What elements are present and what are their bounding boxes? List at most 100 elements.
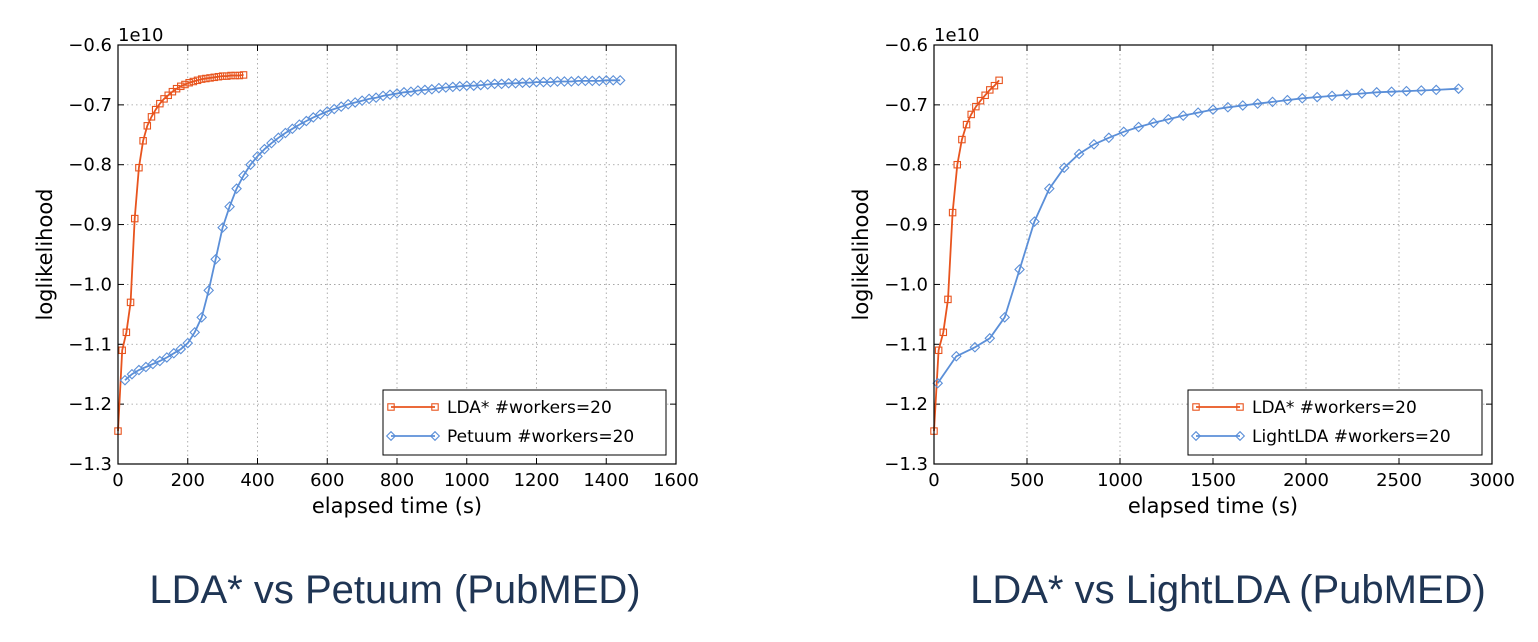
legend-box bbox=[1187, 389, 1483, 456]
data-point bbox=[154, 355, 166, 367]
y-axis-label: loglikelihood bbox=[849, 188, 873, 320]
data-point bbox=[1073, 148, 1085, 160]
series-1 bbox=[119, 74, 626, 386]
data-point bbox=[1311, 91, 1323, 103]
data-point bbox=[1356, 88, 1368, 99]
data-point bbox=[189, 326, 201, 338]
x-tick-label: 400 bbox=[240, 470, 274, 491]
data-point bbox=[126, 298, 135, 307]
data-point bbox=[1133, 121, 1144, 133]
data-point bbox=[552, 76, 563, 87]
data-point bbox=[197, 75, 206, 83]
data-point bbox=[962, 120, 971, 129]
data-point bbox=[182, 337, 194, 349]
data-point bbox=[177, 82, 185, 91]
data-point bbox=[293, 119, 305, 130]
y-tick-label: −1.3 bbox=[884, 454, 928, 475]
data-point bbox=[151, 105, 160, 114]
data-point bbox=[189, 77, 198, 86]
data-point bbox=[1401, 85, 1412, 97]
data-point bbox=[958, 135, 966, 144]
x-axis-label: elapsed time (s) bbox=[1128, 494, 1298, 518]
data-point bbox=[203, 285, 215, 296]
data-point bbox=[531, 76, 542, 88]
data-point bbox=[172, 84, 181, 93]
legend-swatch-marker bbox=[431, 403, 439, 411]
y-axis-label: loglikelihood bbox=[33, 188, 57, 320]
y-tick-label: −1.0 bbox=[68, 274, 112, 295]
data-point bbox=[217, 222, 228, 233]
x-tick-label: 0 bbox=[112, 470, 123, 491]
data-point bbox=[1029, 216, 1040, 227]
data-point bbox=[280, 127, 291, 139]
data-point bbox=[607, 74, 619, 86]
data-point bbox=[579, 75, 591, 87]
x-tick-label: 2000 bbox=[1283, 470, 1329, 491]
legend-entry-label: LightLDA #workers=20 bbox=[1252, 427, 1451, 447]
data-point bbox=[950, 350, 962, 362]
data-point bbox=[1341, 89, 1353, 101]
data-point bbox=[193, 76, 202, 85]
x-tick-label: 1000 bbox=[444, 470, 490, 491]
x-tick-label: 1000 bbox=[1097, 470, 1143, 491]
data-point bbox=[572, 75, 584, 87]
x-tick-label: 800 bbox=[380, 470, 414, 491]
data-point bbox=[944, 295, 952, 304]
series-line bbox=[933, 79, 1000, 432]
chart-caption: LDA* vs LightLDA (PubMED) bbox=[970, 568, 1486, 612]
legend-entry-label: LDA* #workers=20 bbox=[1252, 398, 1417, 418]
x-tick-label: 2500 bbox=[1376, 470, 1422, 491]
data-point bbox=[139, 137, 147, 145]
data-point bbox=[1088, 138, 1100, 150]
y-tick-label: −0.9 bbox=[884, 215, 928, 236]
x-tick-label: 200 bbox=[171, 470, 205, 491]
data-point bbox=[210, 73, 219, 82]
data-point bbox=[119, 374, 131, 386]
data-point bbox=[196, 311, 208, 323]
data-point bbox=[181, 80, 189, 89]
data-point bbox=[934, 346, 943, 355]
data-point bbox=[503, 77, 514, 89]
data-point bbox=[133, 364, 145, 376]
legend: LDA* #workers=20 LightLDA #workers=20 bbox=[1187, 389, 1483, 456]
data-point bbox=[1252, 98, 1264, 110]
y-tick-label: −1.1 bbox=[68, 334, 112, 355]
data-point bbox=[981, 91, 989, 100]
x-axis-label: elapsed time (s) bbox=[312, 494, 482, 518]
x-tick-label: 1400 bbox=[583, 470, 629, 491]
data-point bbox=[600, 74, 612, 86]
data-point bbox=[314, 109, 326, 120]
data-point bbox=[214, 72, 223, 81]
data-point bbox=[986, 86, 994, 94]
data-point bbox=[1430, 84, 1442, 96]
data-point bbox=[1282, 94, 1293, 106]
data-point bbox=[130, 214, 139, 223]
y-tick-label: −0.9 bbox=[68, 215, 112, 236]
data-point bbox=[976, 96, 985, 105]
legend-box bbox=[382, 389, 667, 456]
x-tick-label: 1200 bbox=[514, 470, 560, 491]
data-point bbox=[185, 78, 193, 87]
legend-swatch-marker bbox=[385, 430, 397, 442]
data-point bbox=[1415, 85, 1427, 96]
data-point bbox=[143, 122, 152, 130]
y-tick-label: −0.6 bbox=[884, 35, 928, 56]
y-tick-label: −1.2 bbox=[884, 394, 928, 415]
data-point bbox=[953, 160, 961, 169]
data-point bbox=[1267, 96, 1278, 108]
data-point bbox=[126, 368, 138, 380]
data-point bbox=[168, 347, 180, 359]
y-tick-label: −0.8 bbox=[68, 155, 112, 176]
data-point bbox=[1237, 100, 1249, 111]
data-point bbox=[1371, 86, 1383, 98]
data-point bbox=[227, 71, 235, 80]
data-point bbox=[231, 183, 242, 195]
data-point bbox=[273, 132, 284, 144]
data-point bbox=[122, 328, 131, 337]
legend-swatch-marker bbox=[1234, 430, 1246, 442]
data-point bbox=[1148, 117, 1159, 129]
y-tick-label: −1.2 bbox=[68, 394, 112, 415]
legend-swatch-marker bbox=[387, 403, 395, 411]
data-point bbox=[245, 159, 256, 171]
legend-swatch-marker bbox=[429, 430, 441, 442]
